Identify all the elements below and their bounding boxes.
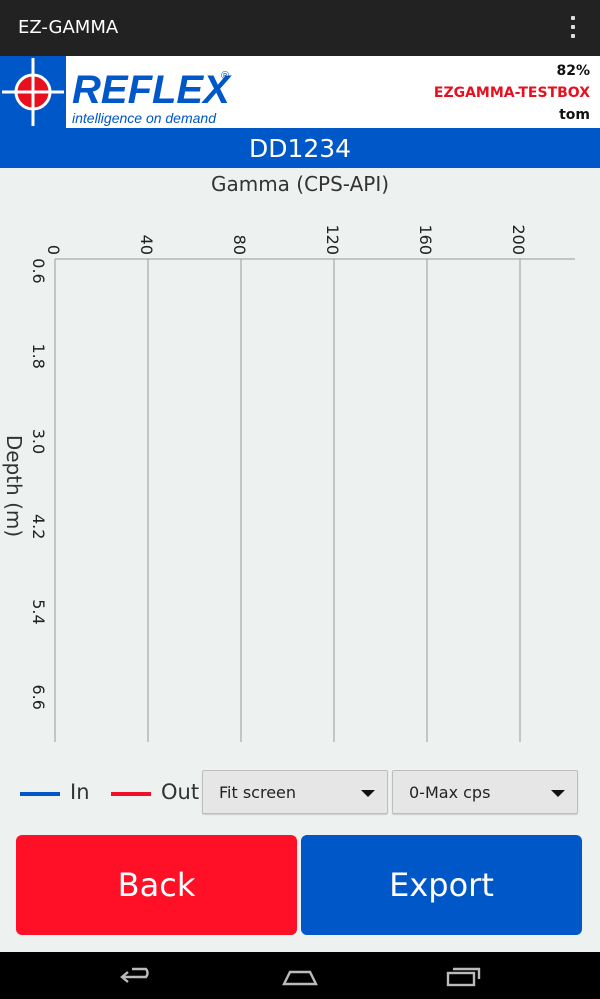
device-name: EZGAMMA-TESTBOX: [433, 85, 590, 101]
export-button[interactable]: Export: [301, 835, 582, 935]
x-tick-label: 40: [137, 235, 156, 255]
home-icon[interactable]: [280, 964, 320, 988]
y-tick-label: 4.2: [29, 514, 48, 539]
x-tick-label: 120: [323, 224, 342, 255]
x-tick-label: 200: [509, 224, 528, 255]
legend-in-label: In: [70, 780, 90, 804]
chart-title: Gamma (CPS-API): [210, 172, 390, 196]
y-tick-label: 1.8: [29, 344, 48, 369]
svg-text:®: ®: [221, 70, 229, 82]
zoom-dropdown-value: Fit screen: [219, 783, 297, 802]
y-axis-title: Depth (m): [2, 435, 26, 537]
reflex-logo: REFLEX ® intelligence on demand: [0, 56, 232, 128]
user-name: tom: [559, 107, 590, 123]
y-tick-label: 5.4: [29, 599, 48, 624]
y-tick-label: 0.6: [29, 258, 48, 283]
main-panel: Gamma (CPS-API) 0 40 80 120 160 200 0.6 1.8 3.0 4…: [0, 168, 600, 952]
brand-header: REFLEX ® intelligence on demand 82% EZGA…: [0, 56, 600, 128]
app-title: EZ-GAMMA: [18, 17, 119, 38]
gamma-chart[interactable]: 0 40 80 120 160 200 0.6 1.8 3.0 4.2 5.4 6.6 Depth (m…: [0, 168, 600, 768]
app-bar: EZ-GAMMA: [0, 0, 600, 56]
svg-text:intelligence on demand: intelligence on demand: [72, 110, 217, 126]
range-dropdown[interactable]: 0-Max cps: [392, 770, 578, 814]
battery-level: 82%: [556, 63, 590, 79]
range-dropdown-value: 0-Max cps: [409, 783, 491, 802]
back-icon[interactable]: [118, 964, 158, 988]
legend-out-label: Out: [161, 780, 200, 804]
x-tick-label: 0: [44, 245, 63, 255]
zoom-dropdown[interactable]: Fit screen: [202, 770, 388, 814]
x-tick-label: 80: [230, 235, 249, 255]
recents-icon[interactable]: [444, 964, 484, 988]
svg-text:REFLEX: REFLEX: [72, 68, 232, 112]
hole-id-bar: DD1234: [0, 128, 600, 168]
y-tick-label: 3.0: [29, 429, 48, 454]
overflow-menu-icon[interactable]: [568, 16, 578, 40]
legend-in-swatch: [20, 792, 60, 796]
y-tick-label: 6.6: [29, 684, 48, 709]
chevron-down-icon: [551, 790, 565, 797]
x-tick-label: 160: [416, 224, 435, 255]
system-nav-bar: [0, 952, 600, 999]
back-button[interactable]: Back: [16, 835, 297, 935]
legend-out-swatch: [111, 792, 151, 796]
chevron-down-icon: [361, 790, 375, 797]
